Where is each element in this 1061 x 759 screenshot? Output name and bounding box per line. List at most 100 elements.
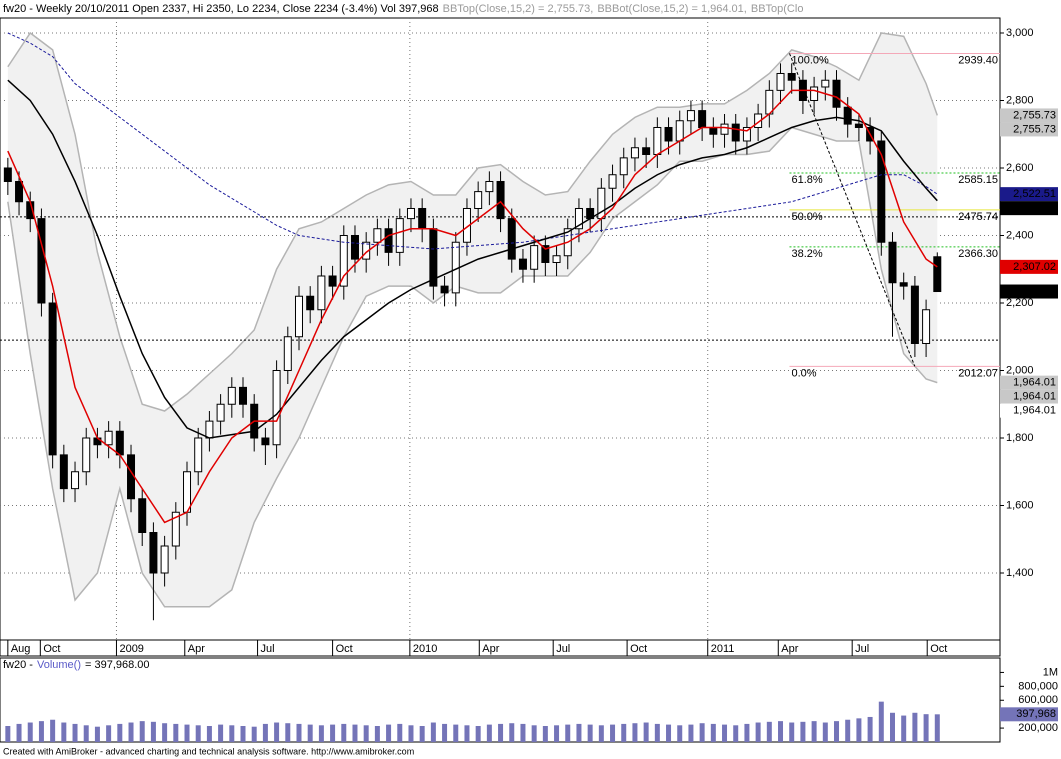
candle-body — [205, 420, 214, 439]
candle-body — [608, 174, 617, 189]
volume-bar — [800, 721, 806, 742]
candle-body — [698, 110, 707, 128]
indicator-legend: BBTop(Clo — [751, 3, 804, 15]
candle-body — [675, 120, 684, 142]
price-tag-label: 2,755.73 — [1013, 109, 1056, 121]
volume-bar — [498, 723, 504, 742]
candle-body — [261, 437, 270, 446]
candle-body — [306, 295, 315, 311]
x-tick-label: Apr — [781, 643, 798, 655]
fib-name: 38.2% — [791, 248, 822, 260]
volume-bar — [16, 723, 22, 742]
fib-value: 2475.74 — [958, 211, 998, 223]
candle-body — [686, 110, 695, 122]
volume-title-part: fw20 - — [3, 659, 33, 671]
volume-bar — [218, 724, 224, 742]
volume-bar — [632, 723, 638, 742]
volume-bar — [5, 726, 11, 742]
trendline — [789, 53, 916, 367]
x-tick-label: Apr — [482, 643, 499, 655]
indicator-legend: BBTop(Close,15,2) = 2,755.73, — [443, 3, 594, 15]
candle-body — [552, 255, 561, 263]
volume-bar — [923, 714, 929, 742]
volume-bar — [419, 726, 425, 742]
candle-body — [787, 72, 796, 81]
volume-bar — [778, 721, 784, 742]
y-tick-label: 1,800 — [1006, 432, 1034, 444]
volume-bar — [475, 726, 481, 742]
volume-bar — [442, 723, 448, 742]
volume-bar — [274, 722, 280, 742]
title: fw20 - Weekly 20/10/2011 Open 2337, Hi 2… — [3, 3, 439, 15]
price-tag — [1000, 201, 1058, 216]
x-tick-label: Oct — [336, 643, 353, 655]
volume-bar — [576, 723, 582, 742]
volume-bar — [139, 721, 145, 742]
price-tag — [1000, 403, 1058, 418]
candle-body — [821, 79, 830, 88]
candle-body — [574, 207, 583, 230]
price-tag — [1000, 187, 1058, 202]
price-tag — [1000, 122, 1058, 137]
candle-body — [71, 471, 80, 490]
volume-title-part: Volume() — [37, 659, 81, 671]
volume-bar — [162, 723, 168, 742]
price-tag-label: 2,503.12 — [1013, 202, 1056, 214]
candle-body — [373, 228, 382, 243]
candle-body — [194, 437, 203, 473]
candle-body — [541, 245, 550, 263]
volume-bar — [318, 725, 324, 742]
candle-body — [127, 454, 136, 500]
volume-bar — [386, 724, 392, 742]
candle-body — [48, 302, 57, 456]
volume-bar — [811, 721, 817, 742]
y-tick-label: 800,000 — [1018, 680, 1058, 692]
price-tag-label: 2,755.73 — [1013, 123, 1056, 135]
volume-bar — [912, 712, 918, 742]
candle-body — [239, 386, 248, 405]
candle-body — [294, 295, 303, 338]
candle-body — [518, 258, 527, 270]
volume-bar — [363, 725, 369, 742]
volume-bar — [722, 724, 728, 742]
candle-body — [440, 285, 449, 294]
volume-bar — [610, 724, 616, 742]
candle-body — [619, 157, 628, 176]
x-tick-label: Oct — [630, 643, 647, 655]
y-tick-label: 2,200 — [1006, 297, 1034, 309]
candle-body — [462, 207, 471, 243]
candle-body — [15, 180, 24, 203]
fib-value: 2012.07 — [958, 367, 998, 379]
volume-bar — [554, 725, 560, 742]
candle-body — [82, 437, 91, 473]
candle-body — [854, 123, 863, 128]
volume-bar — [206, 726, 212, 742]
volume-bar — [106, 725, 112, 742]
volume-bar — [464, 725, 470, 742]
candle-body — [922, 309, 931, 344]
volume-title-part: = 397,968.00 — [85, 659, 150, 671]
volume-bar — [542, 726, 548, 742]
candle-body — [317, 275, 326, 311]
volume-tag-label: 397,968 — [1016, 708, 1056, 720]
volume-bar — [251, 726, 257, 742]
volume-bar — [27, 722, 33, 742]
volume-bar — [330, 724, 336, 742]
candle-body — [138, 498, 147, 534]
price-tag-label: 2,234 — [1028, 285, 1056, 297]
y-tick-label: 2,800 — [1006, 94, 1034, 106]
y-tick-label: 1,400 — [1006, 567, 1034, 579]
x-tick-label: Oct — [930, 643, 947, 655]
fib-name: 0.0% — [791, 367, 816, 379]
fib-name: 61.8% — [791, 174, 822, 186]
volume-bar — [184, 724, 190, 742]
volume-bar — [117, 723, 123, 742]
y-tick-label: 2,600 — [1006, 162, 1034, 174]
x-tick-label: 2009 — [119, 643, 143, 655]
volume-bar — [845, 719, 851, 742]
x-tick-label: Aug — [11, 643, 31, 655]
volume-bar — [94, 726, 100, 742]
candle-body — [776, 72, 785, 91]
candle-body — [3, 167, 12, 182]
